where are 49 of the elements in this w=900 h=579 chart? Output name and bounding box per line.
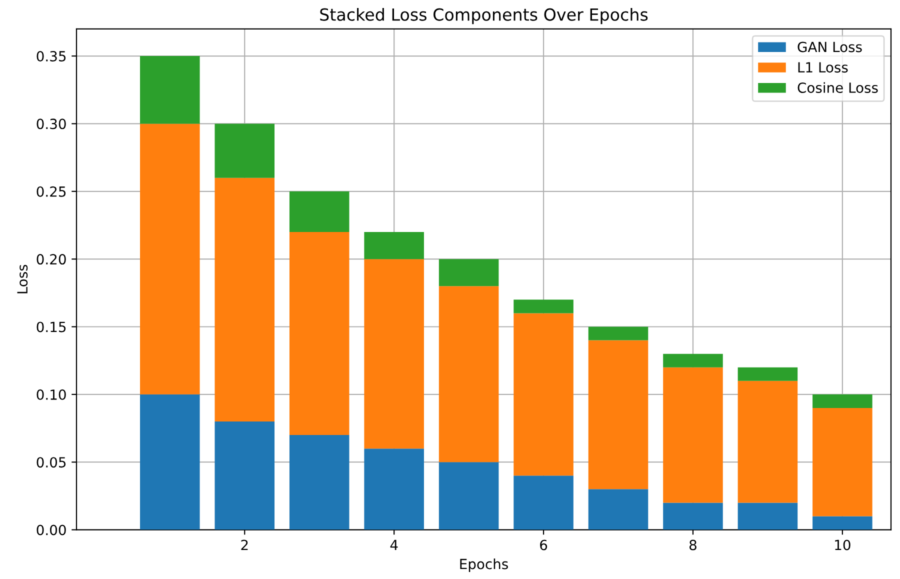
bar [588, 340, 648, 490]
chart-title: Stacked Loss Components Over Epochs [320, 8, 648, 24]
bar [438, 462, 499, 530]
bar [438, 286, 499, 462]
bar [214, 421, 275, 530]
bar [812, 408, 872, 516]
x-tick-label: 2 [241, 540, 248, 550]
bar [140, 124, 200, 394]
y-tick-label: 0.15 [36, 322, 66, 332]
bar [514, 313, 574, 476]
y-tick-label: 0.30 [36, 118, 66, 130]
legend-label: L1 Loss [798, 62, 848, 73]
bar [289, 435, 350, 530]
x-tick-label: 6 [540, 540, 548, 550]
y-tick-label: 0.25 [36, 186, 66, 197]
bar [214, 124, 275, 178]
x-tick-label: 8 [690, 540, 696, 550]
bar [364, 448, 424, 530]
bar [588, 489, 648, 530]
bar [588, 326, 648, 340]
y-tick-label: 0.05 [36, 457, 66, 468]
x-tick-label: 4 [390, 540, 398, 550]
bar [663, 354, 723, 368]
bar [738, 380, 798, 503]
legend-label: GAN Loss [798, 42, 862, 52]
y-axis-title: Loss [17, 264, 28, 294]
y-tick-label: 0.10 [36, 389, 66, 400]
bar [812, 394, 872, 408]
y-tick-label: 0.20 [36, 254, 66, 265]
bar [364, 232, 424, 260]
y-tick-label: 0.00 [36, 524, 66, 536]
bar [514, 476, 574, 530]
bar [738, 502, 798, 530]
bar [140, 394, 200, 530]
x-axis-title: Epochs [460, 558, 508, 572]
bar [663, 367, 723, 503]
bar [438, 259, 499, 286]
bar [214, 178, 275, 422]
bar [289, 191, 350, 232]
bar [812, 516, 872, 530]
x-tick-label: 10 [835, 540, 850, 550]
bar [364, 259, 424, 449]
bar [663, 502, 723, 530]
bar [289, 232, 350, 436]
bar [514, 300, 574, 314]
bar [738, 367, 798, 381]
y-tick-label: 0.35 [36, 50, 66, 62]
bar [140, 56, 200, 124]
legend-label: Cosine Loss [798, 82, 878, 93]
